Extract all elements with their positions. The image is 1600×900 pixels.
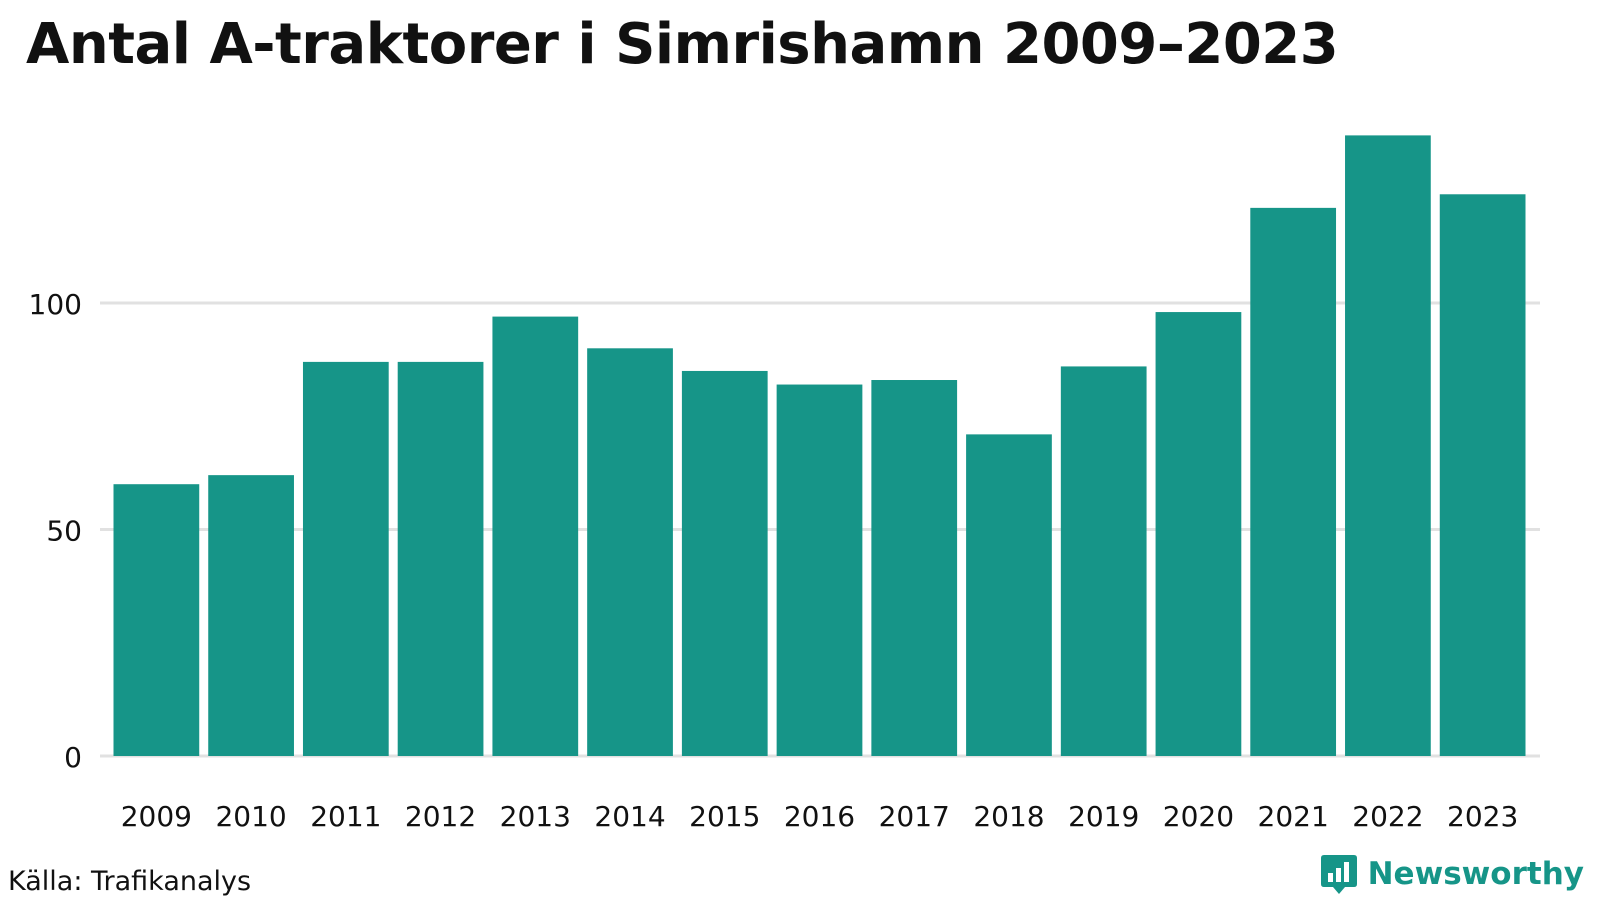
x-tick-label-2015: 2015 xyxy=(689,800,760,833)
x-tick-label-2016: 2016 xyxy=(784,800,855,833)
x-tick-label-2018: 2018 xyxy=(973,800,1044,833)
x-tick-label-2023: 2023 xyxy=(1447,800,1518,833)
bar-2019 xyxy=(1060,366,1147,756)
bar-2021 xyxy=(1250,207,1337,756)
source-note: Källa: Trafikanalys xyxy=(8,866,252,897)
x-tick-label-2012: 2012 xyxy=(405,800,476,833)
x-tick-label-2010: 2010 xyxy=(215,800,286,833)
bar-2012 xyxy=(397,361,484,756)
bars xyxy=(113,135,1526,756)
y-tick-label-50: 50 xyxy=(46,515,82,548)
bar-2016 xyxy=(776,384,863,756)
bar-2018 xyxy=(966,434,1052,756)
bar-2022 xyxy=(1345,135,1431,756)
bar-2009 xyxy=(113,484,200,756)
bar-2023 xyxy=(1439,194,1526,756)
y-tick-label-0: 0 xyxy=(64,741,82,774)
bar-2017 xyxy=(871,380,958,756)
newsworthy-logo-icon xyxy=(1320,855,1357,894)
bar-2011 xyxy=(302,361,389,756)
x-axis: 2009 2010 2011 2012 2013 2014 2015 2016 2017 2018… xyxy=(121,800,1519,833)
x-tick-label-2021: 2021 xyxy=(1258,800,1329,833)
x-tick-label-2022: 2022 xyxy=(1352,800,1423,833)
brand-logo[interactable]: Newsworthy xyxy=(1320,853,1584,895)
x-tick-label-2013: 2013 xyxy=(500,800,571,833)
x-tick-label-2014: 2014 xyxy=(594,800,665,833)
y-axis: 0 50 100 xyxy=(29,288,82,774)
bar-2013 xyxy=(492,316,579,756)
x-tick-label-2020: 2020 xyxy=(1163,800,1234,833)
bar-2015 xyxy=(681,370,768,756)
chart-title: Antal A-traktorer i Simrishamn 2009–2023 xyxy=(26,12,1339,77)
brand-name: Newsworthy xyxy=(1367,856,1584,892)
x-tick-label-2009: 2009 xyxy=(121,800,192,833)
y-tick-label-100: 100 xyxy=(29,288,82,321)
x-tick-label-2011: 2011 xyxy=(310,800,381,833)
bar-2020 xyxy=(1155,312,1242,756)
x-tick-label-2019: 2019 xyxy=(1068,800,1139,833)
x-tick-label-2017: 2017 xyxy=(879,800,950,833)
bar-2014 xyxy=(587,348,673,756)
bar-2010 xyxy=(208,475,294,756)
